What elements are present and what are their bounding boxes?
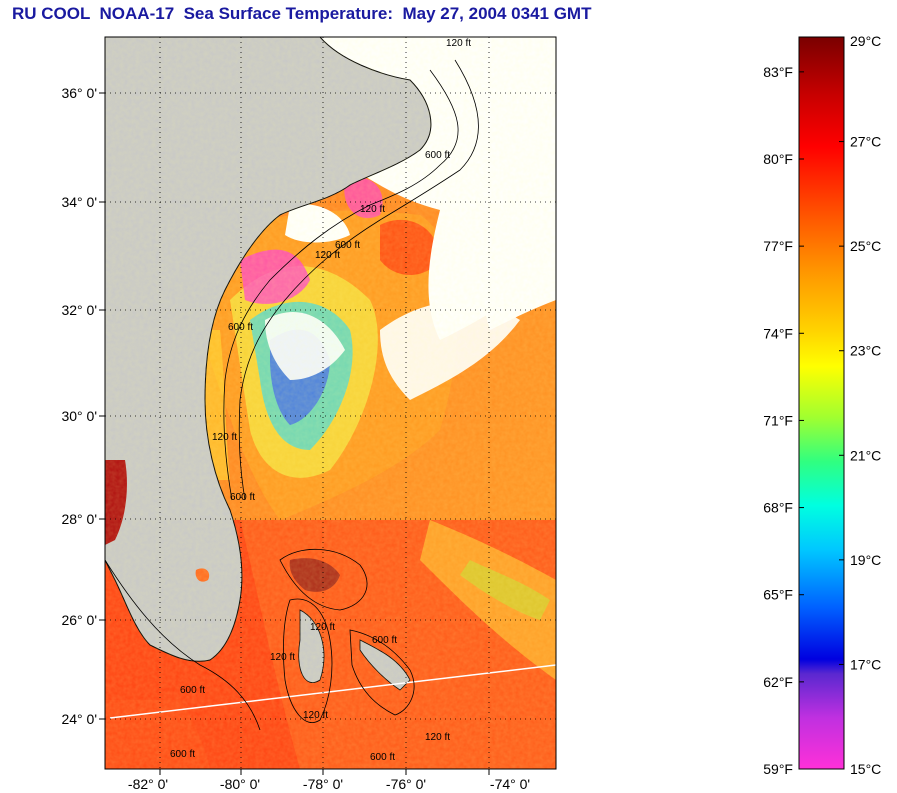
colorbar-ramp — [798, 36, 845, 770]
axis-ticks — [99, 92, 490, 775]
colorbar-celsius-labels: 29°C 27°C 25°C 23°C 21°C 19°C 17°C 15°C — [850, 33, 881, 777]
colorbar-fahrenheit-label: 65°F — [763, 587, 793, 603]
depth-label: 600 ft — [230, 492, 255, 503]
colorbar-fahrenheit-label: 68°F — [763, 500, 793, 516]
lat-tick-label: 32° 0' — [61, 302, 97, 318]
depth-label: 600 ft — [425, 150, 450, 161]
colorbar-celsius-label: 19°C — [850, 552, 881, 568]
depth-label-group: 120 ft 600 ft 120 ft 600 ft 120 ft 600 f… — [170, 38, 471, 763]
lat-tick-label: 30° 0' — [61, 408, 97, 424]
depth-label: 120 ft — [310, 622, 335, 633]
lon-tick-label: -74° 0' — [490, 776, 530, 792]
colorbar-fahrenheit-label: 71°F — [763, 412, 793, 428]
depth-label: 120 ft — [270, 652, 295, 663]
colorbar-fahrenheit-label: 59°F — [763, 761, 793, 777]
colorbar-celsius-label: 23°C — [850, 343, 881, 359]
depth-label: 120 ft — [303, 710, 328, 721]
colorbar-fahrenheit-labels: 83°F 80°F 77°F 74°F 71°F 68°F 65°F 62°F 59°F — [763, 64, 793, 777]
depth-label: 600 ft — [170, 749, 195, 760]
depth-contours — [105, 59, 479, 731]
depth-label: 600 ft — [372, 635, 397, 646]
depth-label: 120 ft — [315, 250, 340, 261]
colorbar-ticks — [799, 36, 844, 770]
colorbar-fahrenheit-label: 77°F — [763, 238, 793, 254]
depth-label: 120 ft — [446, 38, 471, 49]
colorbar-celsius-label: 27°C — [850, 134, 881, 150]
lat-tick-label: 24° 0' — [61, 711, 97, 727]
colorbar-celsius-label: 25°C — [850, 238, 881, 254]
depth-label: 600 ft — [370, 752, 395, 763]
depth-label: 600 ft — [335, 240, 360, 251]
colorbar-fahrenheit-label: 80°F — [763, 151, 793, 167]
depth-label: 120 ft — [425, 732, 450, 743]
colorbar-fahrenheit-label: 74°F — [763, 325, 793, 341]
lon-tick-label: -82° 0' — [128, 776, 168, 792]
colorbar-celsius-label: 29°C — [850, 33, 881, 49]
texture-overlay — [105, 37, 556, 769]
depth-label: 600 ft — [180, 685, 205, 696]
colorbar-fahrenheit-label: 83°F — [763, 64, 793, 80]
satellite-swath-edge — [109, 664, 556, 719]
depth-label: 120 ft — [360, 204, 385, 215]
colorbar-celsius-label: 21°C — [850, 447, 881, 463]
lon-tick-label: -78° 0' — [303, 776, 343, 792]
lat-tick-label: 26° 0' — [61, 612, 97, 628]
lat-tick-label: 34° 0' — [61, 194, 97, 210]
depth-label: 120 ft — [212, 432, 237, 443]
colorbar-celsius-label: 15°C — [850, 761, 881, 777]
map-frame — [104, 36, 557, 770]
lat-tick-label: 36° 0' — [61, 85, 97, 101]
lon-tick-label: -80° 0' — [220, 776, 260, 792]
lat-tick-label: 28° 0' — [61, 511, 97, 527]
map-title: RU COOL NOAA-17 Sea Surface Temperature:… — [12, 4, 592, 23]
colorbar-celsius-label: 17°C — [850, 656, 881, 672]
lon-tick-label: -76° 0' — [386, 776, 426, 792]
graticule — [105, 37, 556, 769]
colorbar-fahrenheit-label: 62°F — [763, 674, 793, 690]
depth-label: 600 ft — [228, 322, 253, 333]
